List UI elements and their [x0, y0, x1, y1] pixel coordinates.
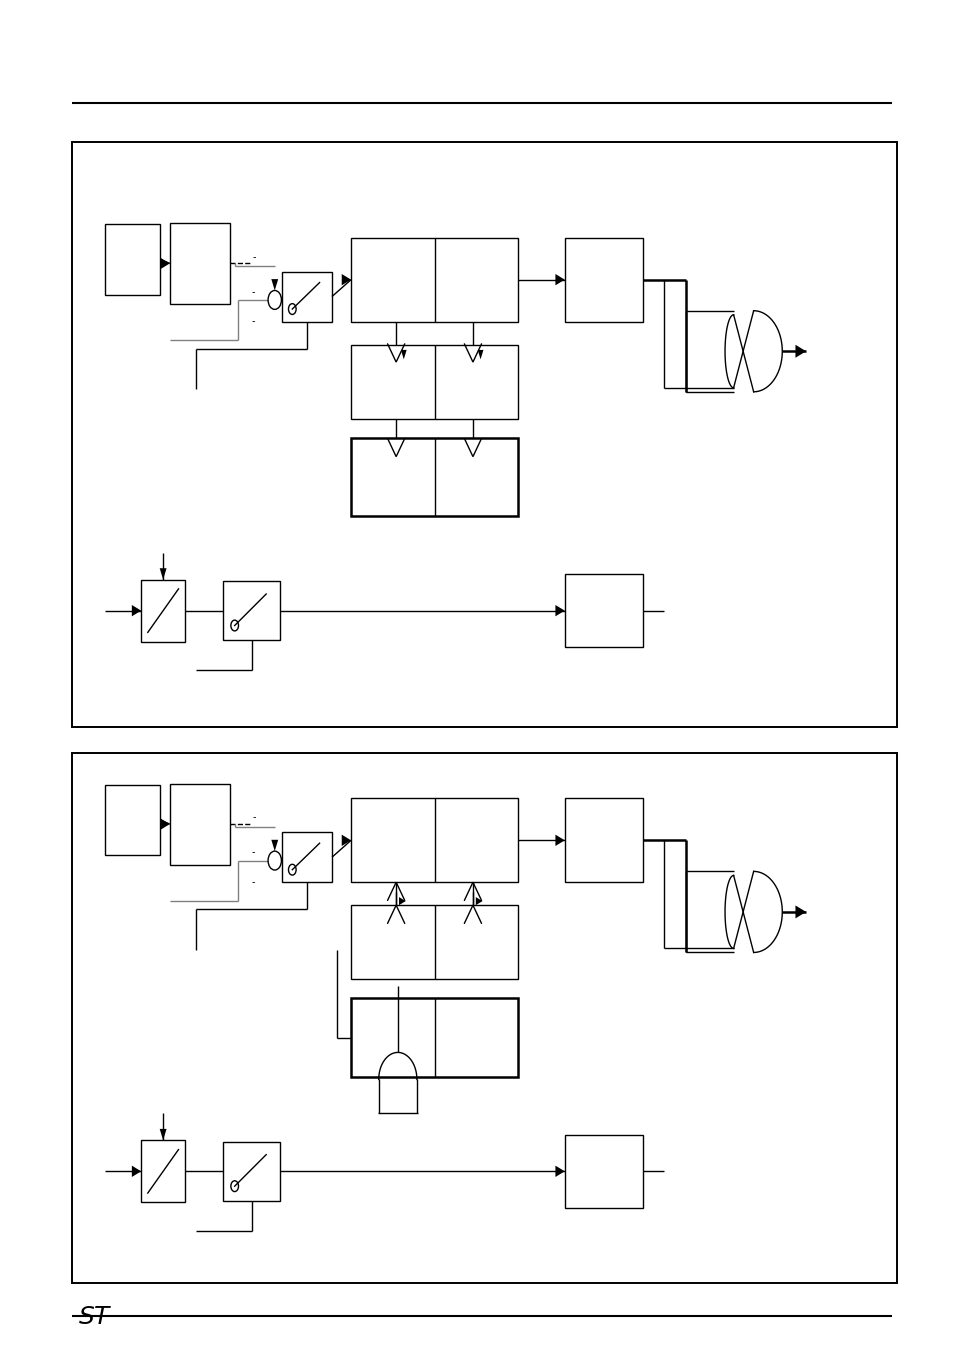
Polygon shape	[271, 840, 278, 851]
Text: -: -	[252, 877, 255, 888]
Bar	[564, 798, 642, 882]
Bar	[282, 832, 332, 882]
Polygon shape	[132, 605, 141, 616]
Text: -: -	[253, 251, 256, 262]
Text: $\mathbf{\it{S}}$$\mathbf{\it{T}}$: $\mathbf{\it{S}}$$\mathbf{\it{T}}$	[78, 1305, 112, 1329]
Bar	[351, 798, 517, 882]
Bar	[564, 1135, 642, 1208]
Bar	[564, 574, 642, 647]
Polygon shape	[159, 1129, 167, 1140]
Bar	[564, 238, 642, 322]
Bar	[282, 272, 332, 322]
Bar	[71, 142, 896, 727]
Polygon shape	[477, 350, 483, 359]
Bar	[141, 1140, 185, 1202]
Polygon shape	[400, 350, 406, 359]
Polygon shape	[555, 835, 564, 846]
Polygon shape	[160, 258, 170, 269]
Polygon shape	[555, 274, 564, 285]
Bar	[351, 345, 517, 419]
Polygon shape	[795, 905, 805, 919]
Bar	[223, 1142, 280, 1201]
Bar	[71, 753, 896, 1283]
Text: -: -	[252, 316, 255, 327]
Text: -: -	[253, 812, 256, 823]
Bar	[105, 224, 160, 295]
Bar	[141, 580, 185, 642]
Polygon shape	[160, 819, 170, 830]
Bar	[351, 238, 517, 322]
Polygon shape	[555, 1166, 564, 1177]
Polygon shape	[555, 605, 564, 616]
Polygon shape	[132, 1166, 141, 1177]
Polygon shape	[341, 835, 351, 846]
Polygon shape	[398, 897, 405, 905]
Text: -: -	[252, 286, 255, 297]
Text: -: -	[252, 847, 255, 858]
Bar	[351, 438, 517, 516]
Bar	[351, 998, 517, 1077]
Polygon shape	[271, 280, 278, 290]
Bar	[351, 905, 517, 979]
Polygon shape	[795, 345, 805, 358]
Polygon shape	[476, 897, 482, 905]
Bar	[170, 784, 230, 865]
Polygon shape	[159, 569, 167, 580]
Bar	[170, 223, 230, 304]
Polygon shape	[341, 274, 351, 285]
Bar	[223, 581, 280, 640]
Bar	[105, 785, 160, 855]
